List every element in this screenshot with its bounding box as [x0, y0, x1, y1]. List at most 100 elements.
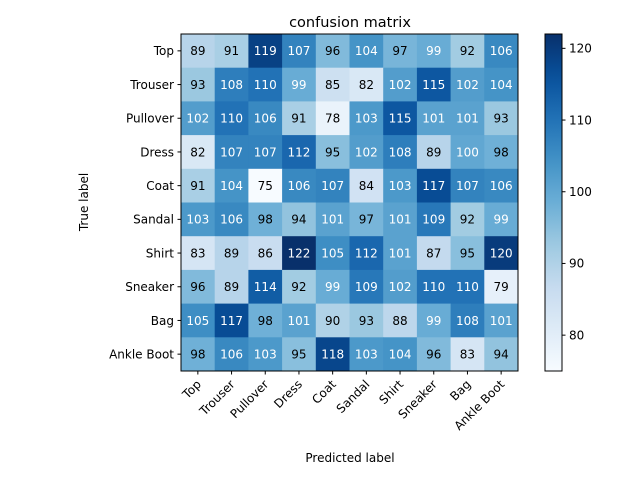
cell-value-label: 106 — [220, 213, 243, 227]
cell-value-label: 107 — [456, 179, 479, 193]
cell-value-label: 105 — [321, 246, 344, 260]
heatmap-cell — [349, 337, 384, 372]
x-tick-label: Shirt — [376, 377, 406, 407]
cell-value-label: 106 — [490, 44, 513, 58]
cell-value-label: 102 — [456, 78, 479, 92]
heatmap-cell — [248, 101, 283, 136]
cell-value-label: 99 — [426, 314, 441, 328]
heatmap-cell — [248, 168, 283, 203]
heatmap-cell — [349, 269, 384, 304]
heatmap-cell — [282, 101, 317, 136]
heatmap-cell — [450, 135, 485, 170]
cell-value-label: 98 — [190, 347, 205, 361]
cell-value-label: 91 — [291, 112, 306, 126]
heatmap-cell — [181, 34, 216, 69]
heatmap-cell — [383, 269, 418, 304]
y-axis-label: True label — [77, 173, 91, 232]
cell-value-label: 103 — [355, 112, 378, 126]
heatmap-cell — [450, 236, 485, 271]
heatmap-cell — [349, 202, 384, 237]
cell-value-label: 105 — [186, 314, 209, 328]
heatmap-cell — [484, 303, 519, 338]
colorbar-tick-label: 120 — [569, 42, 592, 56]
heatmap-cell — [484, 34, 519, 69]
y-tick-label: Top — [153, 44, 174, 58]
heatmap-cell — [248, 337, 283, 372]
cell-value-label: 114 — [254, 280, 277, 294]
cell-value-label: 103 — [254, 347, 277, 361]
heatmap-cell — [450, 337, 485, 372]
cell-value-label: 98 — [258, 314, 273, 328]
cell-value-label: 95 — [291, 347, 306, 361]
cell-value-label: 122 — [287, 246, 310, 260]
heatmap-cell — [181, 67, 216, 102]
heatmap-cell — [282, 168, 317, 203]
cell-value-label: 98 — [258, 213, 273, 227]
cell-value-label: 89 — [190, 44, 205, 58]
cell-value-label: 104 — [355, 44, 378, 58]
heatmap-cell — [248, 34, 283, 69]
heatmap-cell — [315, 34, 350, 69]
heatmap-cell — [383, 67, 418, 102]
heatmap-cell — [248, 67, 283, 102]
cell-value-label: 94 — [291, 213, 306, 227]
heatmap-cell — [416, 337, 451, 372]
heatmap-cell — [349, 236, 384, 271]
cell-value-label: 101 — [422, 112, 445, 126]
y-tick-label: Ankle Boot — [109, 347, 174, 361]
heatmap-cell — [383, 135, 418, 170]
heatmap-cell — [416, 236, 451, 271]
heatmap-cell — [181, 236, 216, 271]
cell-value-label: 109 — [355, 280, 378, 294]
y-tick-label: Bag — [151, 314, 174, 328]
heatmap-cell — [181, 269, 216, 304]
cell-value-label: 93 — [359, 314, 374, 328]
heatmap-cell — [450, 67, 485, 102]
cell-value-label: 110 — [220, 112, 243, 126]
cell-value-label: 95 — [325, 145, 340, 159]
cell-value-label: 106 — [254, 112, 277, 126]
cell-value-label: 101 — [389, 246, 412, 260]
colorbar-tick-label: 90 — [569, 257, 584, 271]
heatmap-cell — [282, 269, 317, 304]
cell-value-label: 115 — [422, 78, 445, 92]
heatmap-cell-labels: 89 91 119 107 96 104 97 99 92 106 93 108 110 99 85 82 10… — [186, 44, 512, 361]
colorbar-tick-label: 110 — [569, 113, 592, 127]
y-tick-label: Trouser — [129, 78, 174, 92]
heatmap-cell — [484, 236, 519, 271]
cell-value-label: 107 — [220, 145, 243, 159]
heatmap-cell — [450, 269, 485, 304]
cell-value-label: 106 — [490, 179, 513, 193]
cell-value-label: 97 — [392, 44, 407, 58]
heatmap-cell — [349, 34, 384, 69]
heatmap-cell — [248, 269, 283, 304]
cell-value-label: 115 — [389, 112, 412, 126]
cell-value-label: 110 — [422, 280, 445, 294]
cell-value-label: 117 — [220, 314, 243, 328]
y-tick-label: Dress — [140, 145, 174, 159]
cell-value-label: 82 — [359, 78, 374, 92]
cell-value-label: 82 — [190, 145, 205, 159]
heatmap-cell — [214, 236, 249, 271]
heatmap-cell — [214, 135, 249, 170]
cell-value-label: 101 — [389, 213, 412, 227]
x-axis-label: Predicted label — [305, 451, 394, 465]
cell-value-label: 96 — [325, 44, 340, 58]
heatmap-cell — [315, 269, 350, 304]
cell-value-label: 104 — [220, 179, 243, 193]
heatmap-cell — [181, 135, 216, 170]
chart-title: confusion matrix — [289, 15, 411, 31]
heatmap-cell — [349, 303, 384, 338]
heatmap-cell — [484, 269, 519, 304]
heatmap-cell — [214, 337, 249, 372]
heatmap-cell — [282, 67, 317, 102]
heatmap-cell — [349, 135, 384, 170]
heatmap-cell — [383, 168, 418, 203]
cell-value-label: 102 — [355, 145, 378, 159]
heatmap-cell — [416, 101, 451, 136]
heatmap-cell — [181, 168, 216, 203]
heatmap-cell — [484, 135, 519, 170]
heatmap-cell — [214, 303, 249, 338]
heatmap-cell — [484, 337, 519, 372]
